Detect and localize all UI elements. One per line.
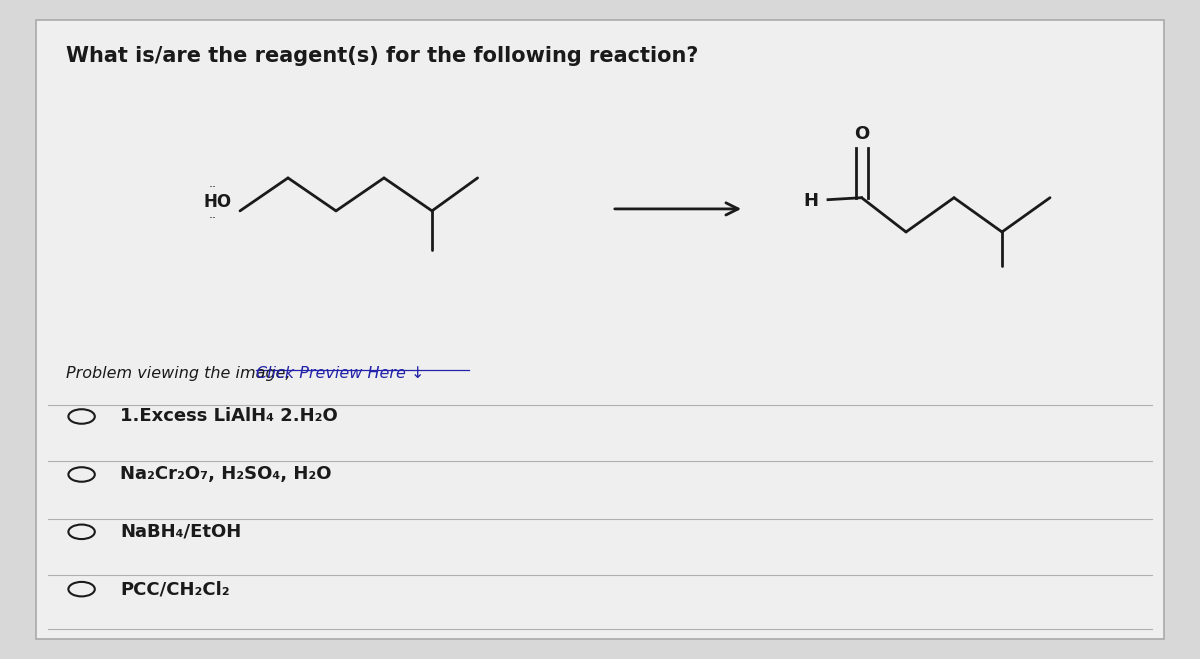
Text: O: O bbox=[854, 125, 869, 143]
Text: Na₂Cr₂O₇, H₂SO₄, H₂O: Na₂Cr₂O₇, H₂SO₄, H₂O bbox=[120, 465, 331, 484]
FancyBboxPatch shape bbox=[36, 20, 1164, 639]
Text: ··: ·· bbox=[209, 212, 216, 225]
Text: Click Preview Here ↓: Click Preview Here ↓ bbox=[256, 366, 424, 381]
Text: Problem viewing the image,: Problem viewing the image, bbox=[66, 366, 295, 381]
Text: 1.Excess LiAlH₄ 2.H₂O: 1.Excess LiAlH₄ 2.H₂O bbox=[120, 407, 337, 426]
Text: What is/are the reagent(s) for the following reaction?: What is/are the reagent(s) for the follo… bbox=[66, 46, 698, 66]
Text: HO: HO bbox=[204, 192, 232, 211]
Text: NaBH₄/EtOH: NaBH₄/EtOH bbox=[120, 523, 241, 541]
Text: H: H bbox=[804, 192, 818, 210]
Text: ··: ·· bbox=[209, 181, 216, 194]
Text: PCC/CH₂Cl₂: PCC/CH₂Cl₂ bbox=[120, 580, 229, 598]
